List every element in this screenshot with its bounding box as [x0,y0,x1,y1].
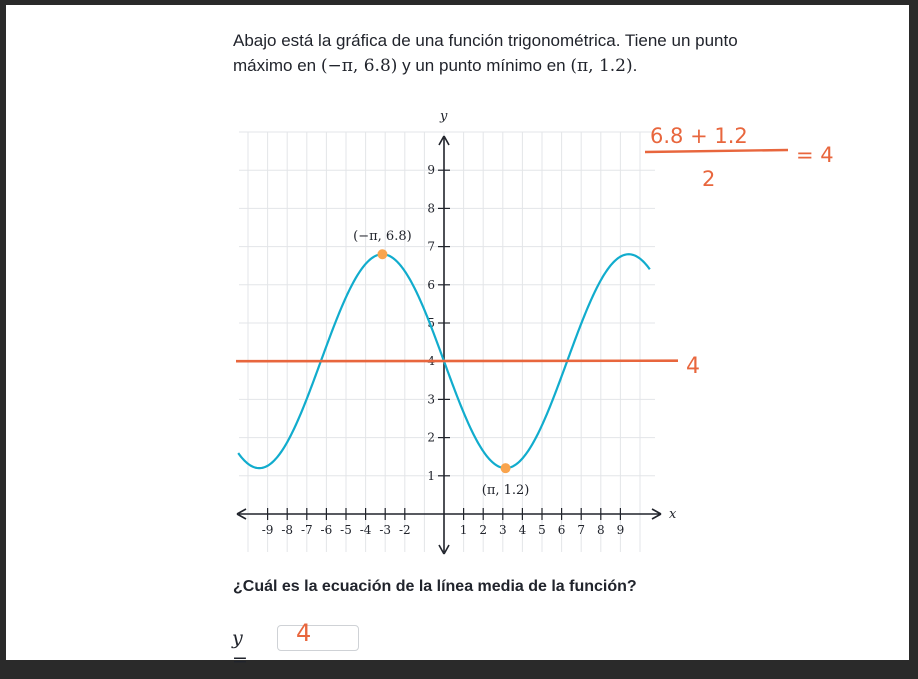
min-point [500,463,511,474]
midline [235,359,679,363]
annotation-numerator: 6.8 + 1.2 [650,124,748,148]
x-tick-label: -6 [321,523,333,537]
min-point-label: (π, 1.2) [482,483,530,498]
y-tick-label: 6 [427,278,435,292]
answer-input[interactable] [277,625,359,651]
x-tick-label: -4 [360,523,372,537]
x-axis-arrow [651,508,662,520]
x-tick-label: -5 [340,523,352,537]
handwritten-calculation: 6.8 + 1.2 2 = 4 4 [644,124,834,379]
annotation-result: = 4 [796,143,834,167]
x-tick-label: 7 [577,523,585,537]
grid [239,131,655,552]
midline-hand-label: 4 [686,354,700,379]
x-tick-label: -8 [281,523,293,537]
problem-text: . [632,56,638,75]
x-tick-label: 1 [460,523,468,537]
y-tick-label: 8 [427,201,435,215]
problem-line-1: Abajo está la gráfica de una función tri… [233,31,738,50]
min-point-math: (π, 1.2) [570,56,633,76]
x-tick-label: 5 [538,523,546,537]
answer-variable: y = [232,627,248,671]
y-axis-arrow [438,135,450,146]
ticks: -9-8-7-6-5-4-3-2123456789123456789 [262,163,624,537]
x-tick-label: 2 [479,523,487,537]
problem-text: y un punto mínimo en [397,56,571,75]
max-point [377,249,388,260]
y-tick-label: 5 [427,316,435,330]
answer-value: 4 [296,619,312,647]
x-tick-label: -7 [301,523,313,537]
x-tick-label: 3 [499,523,507,537]
x-tick-label: 4 [519,523,527,537]
problem-text: máximo en [233,56,321,75]
y-axis-label: y [439,109,448,124]
fraction-bar [644,148,789,154]
key-points: (−π, 6.8) (π, 1.2) [353,229,529,498]
max-point-label: (−π, 6.8) [353,229,412,244]
problem-line-2: máximo en (−π, 6.8) y un punto mínimo en… [233,53,833,79]
x-tick-label: -9 [262,523,274,537]
x-axis-label: x [669,507,677,522]
y-axis-arrow-down [438,544,450,555]
y-tick-label: 7 [427,240,435,254]
y-tick-label: 2 [427,431,435,445]
x-tick-label: 8 [597,523,605,537]
annotation-denominator: 2 [702,167,715,191]
x-tick-label: 6 [558,523,566,537]
exercise-panel [6,5,909,660]
x-tick-label: -3 [379,523,391,537]
problem-statement: Abajo está la gráfica de una función tri… [233,28,833,79]
y-tick-label: 1 [427,469,435,483]
max-point-math: (−π, 6.8) [320,56,398,76]
x-tick-label: -2 [399,523,411,537]
x-tick-label: 9 [617,523,625,537]
question-text: ¿Cuál es la ecuación de la línea media d… [233,578,637,595]
x-axis-arrow-left [236,508,247,520]
y-tick-label: 9 [427,163,435,177]
y-tick-label: 3 [427,392,435,406]
axes [236,135,662,555]
